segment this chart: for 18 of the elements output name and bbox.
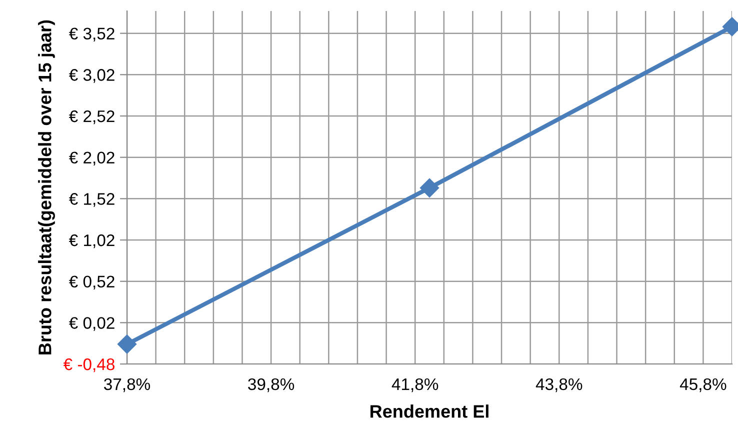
point: [420, 178, 440, 198]
point: [117, 334, 137, 354]
x-tick-label: 45,8%: [680, 378, 726, 392]
y-tick-label: € 2,02: [68, 152, 114, 166]
y-axis-title: Bruto resultaat(gemiddeld over 15 jaar): [38, 20, 55, 354]
x-tick-label: 37,8%: [104, 378, 150, 392]
y-tick-label: € 2,52: [68, 110, 114, 124]
x-tick-label: 43,8%: [536, 378, 582, 392]
x-tick-label: 39,8%: [248, 378, 294, 392]
x-axis-title: Rendement El: [370, 404, 488, 418]
x-tick-label: 41,8%: [392, 378, 438, 392]
y-tick-label: € 3,52: [68, 28, 114, 42]
y-tick-label: € 0,52: [68, 276, 114, 290]
y-tick-label: € 1,52: [68, 193, 114, 207]
y-tick-label: € 1,02: [68, 234, 114, 248]
y-tick-label: € 0,02: [68, 317, 114, 331]
y-tick-label: € 3,02: [68, 69, 114, 83]
y-tick-label: € -0,48: [63, 358, 114, 372]
